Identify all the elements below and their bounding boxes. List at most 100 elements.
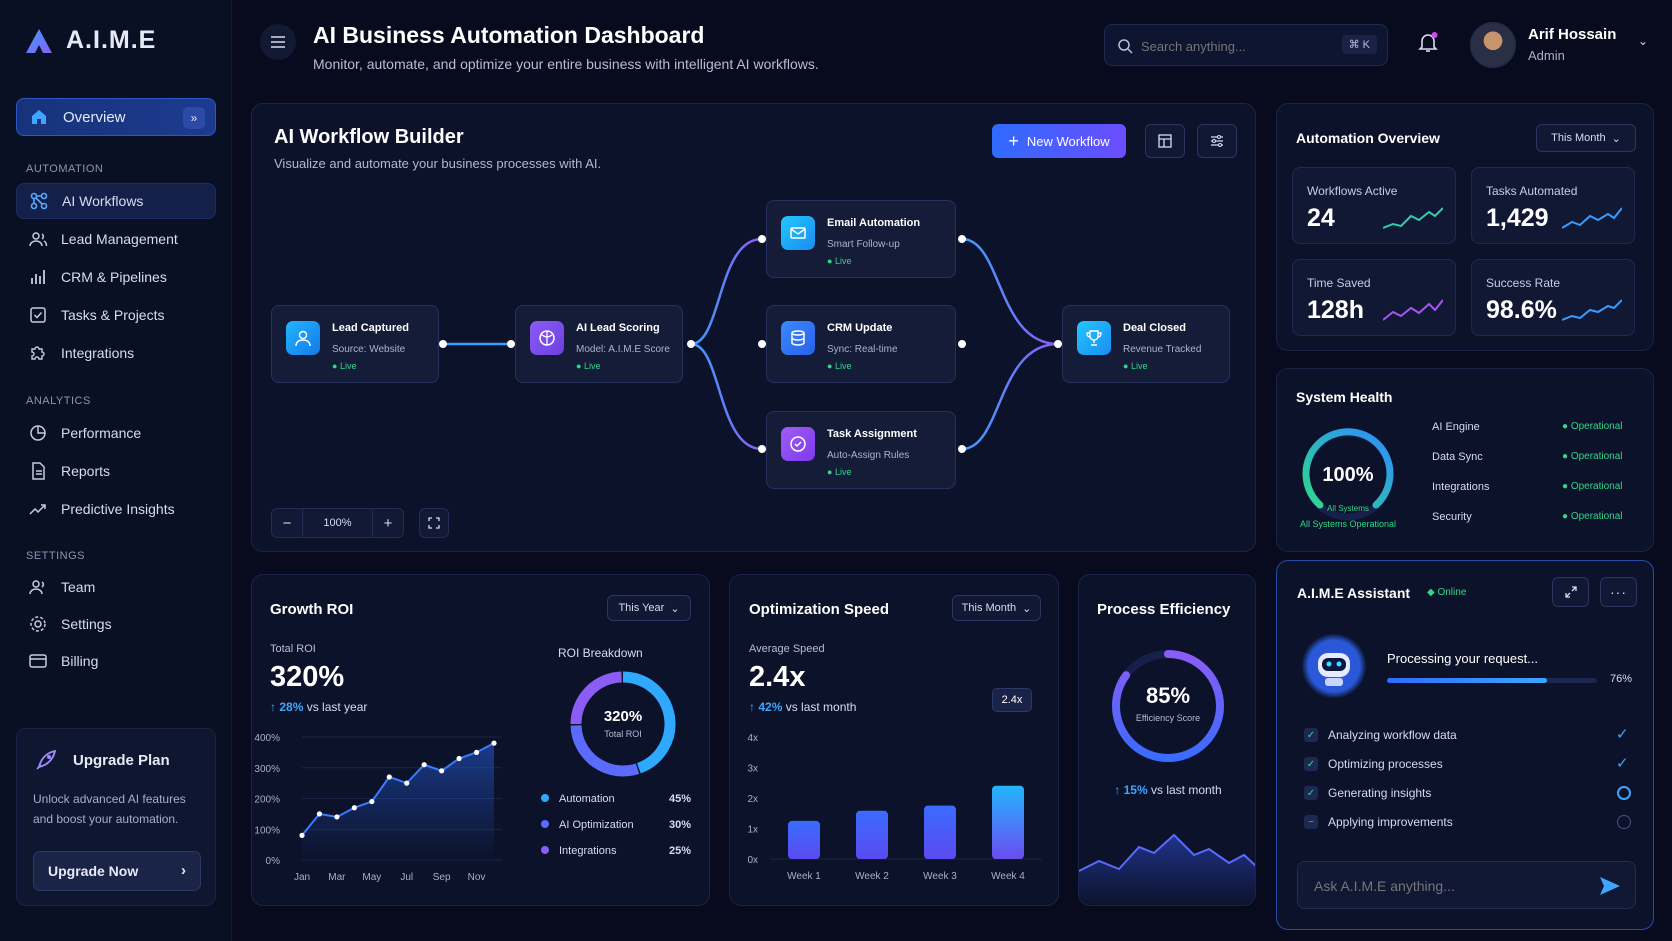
logo[interactable]: A.I.M.E (24, 26, 156, 55)
roi-point (351, 805, 357, 811)
overview-period-select[interactable]: This Month ⌄ (1536, 124, 1636, 152)
zoom-out-button[interactable]: − (282, 514, 292, 532)
done-check-icon: ✓ (1616, 726, 1629, 743)
period-value: This Month (1551, 132, 1606, 144)
upgrade-now-button[interactable]: Upgrade Now › (33, 851, 201, 891)
search-input[interactable] (1141, 35, 1321, 57)
legend-item: Integrations 25% (541, 845, 691, 857)
chevrons-right-icon[interactable]: » (183, 107, 205, 129)
x-tick-label: Mar (328, 872, 346, 883)
sidebar-item-overview[interactable]: Overview » (16, 98, 216, 136)
stat-label: Time Saved (1307, 276, 1371, 290)
efficiency-gauge (1112, 650, 1224, 762)
legend-value: 45% (668, 793, 691, 805)
fullscreen-button[interactable] (419, 508, 449, 538)
health-title: System Health (1296, 389, 1393, 405)
sidebar-item-tasks-projects[interactable]: Tasks & Projects (16, 297, 216, 333)
sidebar-item-ai-workflows[interactable]: AI Workflows (16, 183, 216, 219)
sidebar-item-integrations[interactable]: Integrations (16, 335, 216, 371)
filter-button[interactable] (1197, 124, 1237, 158)
hamburger-icon (271, 36, 285, 48)
assistant-input[interactable] (1314, 876, 1584, 896)
new-workflow-button[interactable]: + New Workflow (992, 124, 1126, 158)
assistant-input-box[interactable] (1297, 861, 1636, 909)
legend-item: Automation 45% (541, 793, 691, 805)
node-subtitle: Revenue Tracked (1123, 344, 1202, 355)
assistant-more-button[interactable]: ··· (1600, 577, 1637, 607)
expand-diagonal-icon (1564, 586, 1577, 598)
growth-period-select[interactable]: This Year ⌄ (607, 595, 691, 621)
speed-title: Optimization Speed (749, 601, 890, 618)
roi-change: ↑ 28% vs last year (270, 700, 368, 714)
node-task-assignment[interactable]: Task Assignment Auto-Assign Rules ● Live (766, 411, 956, 489)
check-icon: ✓ (1304, 786, 1318, 800)
roi-line-chart: 0% 100% 200% 300% 400% Jan Mar May Jul Sep Nov (254, 733, 502, 883)
in-progress-circle-icon (1617, 786, 1631, 800)
send-icon[interactable] (1599, 876, 1621, 896)
stat-value: 24 (1307, 204, 1335, 232)
health-gauge (1302, 428, 1394, 521)
efficiency-value: 85% (1145, 683, 1191, 708)
speed-bar (788, 820, 820, 859)
sidebar-item-reports[interactable]: Reports (16, 453, 216, 489)
workflow-connectors (439, 235, 1062, 453)
y-tick-label: 300% (254, 764, 280, 775)
y-tick-label: 4x (747, 733, 758, 744)
processing-progress-fill (1387, 678, 1547, 683)
section-automation: AUTOMATION (26, 163, 104, 175)
notifications-button[interactable] (1416, 30, 1446, 60)
node-subtitle: Sync: Real-time (827, 344, 898, 355)
logo-text: A.I.M.E (66, 26, 157, 54)
pending-icon: − (1304, 815, 1318, 829)
node-crm-update[interactable]: CRM Update Sync: Real-time ● Live (766, 305, 956, 383)
health-item-status: ● Operational (1562, 511, 1623, 522)
node-lead-captured[interactable]: Lead Captured Source: Website ● Live (271, 305, 439, 383)
robot-icon (1318, 653, 1350, 686)
assistant-expand-button[interactable] (1552, 577, 1589, 607)
node-deal-closed[interactable]: Deal Closed Revenue Tracked ● Live (1062, 305, 1230, 383)
sidebar: A.I.M.E Overview » AUTOMATION AI Workflo… (0, 0, 232, 941)
menu-button[interactable] (260, 24, 296, 60)
health-item-name: AI Engine (1432, 421, 1480, 433)
sidebar-item-lead-management[interactable]: Lead Management (16, 221, 216, 257)
stat-label: Workflows Active (1307, 184, 1398, 198)
node-ai-lead-scoring[interactable]: AI Lead Scoring Model: A.I.M.E Score ● L… (515, 305, 683, 383)
speed-period-select[interactable]: This Month ⌄ (952, 595, 1041, 621)
sparkline-icon (1562, 299, 1622, 321)
health-gauge-label: All Systems (1327, 504, 1369, 513)
sidebar-item-label: Lead Management (61, 231, 178, 247)
bar-chart-icon (31, 270, 45, 284)
roi-point (386, 774, 392, 780)
node-email-automation[interactable]: Email Automation Smart Follow-up ● Live (766, 200, 956, 278)
user-menu[interactable]: Arif Hossain Admin ⌄ (1470, 20, 1650, 70)
processing-text: Processing your request... (1387, 651, 1539, 666)
database-icon (781, 321, 815, 355)
sidebar-item-predictive-insights[interactable]: Predictive Insights (16, 491, 216, 527)
stat-success-rate: Success Rate 98.6% (1471, 259, 1635, 336)
sidebar-item-billing[interactable]: Billing (16, 643, 216, 679)
x-tick-label: Sep (433, 872, 451, 883)
node-status: ● Live (332, 361, 357, 371)
task-item: ✓ Generating insights (1304, 786, 1431, 800)
sliders-icon (1211, 135, 1223, 147)
team-icon (29, 580, 45, 595)
legend-value: 30% (668, 819, 691, 831)
sidebar-item-crm-pipelines[interactable]: CRM & Pipelines (16, 259, 216, 295)
sidebar-item-label: Reports (61, 463, 111, 479)
zoom-in-button[interactable]: + (383, 514, 393, 532)
health-value: 100% (1322, 464, 1374, 486)
donut-slice (622, 671, 676, 774)
overview-title: Automation Overview (1296, 130, 1440, 146)
layout-button[interactable] (1145, 124, 1185, 158)
node-title: Lead Captured (332, 322, 410, 334)
sidebar-item-settings[interactable]: Settings (16, 606, 216, 642)
search-box[interactable]: ⌘ K (1104, 24, 1388, 66)
sidebar-item-performance[interactable]: Performance (16, 415, 216, 451)
progress-percent: 76% (1610, 673, 1633, 685)
node-status: ● Live (1123, 361, 1148, 371)
stat-label: Success Rate (1486, 276, 1561, 290)
sidebar-item-team[interactable]: Team (16, 569, 216, 605)
legend-dot (541, 820, 549, 828)
pie-chart-icon (30, 425, 46, 441)
health-item-status: ● Operational (1562, 451, 1623, 462)
